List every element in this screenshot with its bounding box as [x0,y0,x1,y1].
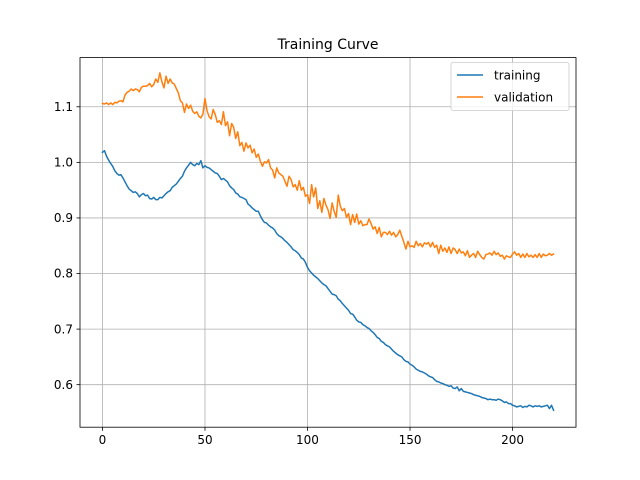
y-axis-ticks: 0.6 0.7 0.8 0.9 1.0 1.1 [54,100,80,392]
y-tick-label: 0.6 [54,378,73,392]
y-tick-label: 0.9 [54,211,73,225]
x-tick-label: 100 [296,433,319,447]
series-layer [101,72,555,412]
series-line-validation [101,72,555,260]
y-tick-label: 0.7 [54,322,73,336]
series-line-training [101,149,555,412]
legend-label-training: training [494,69,541,83]
x-tick-label: 200 [501,433,524,447]
y-tick-label: 1.0 [54,156,73,170]
y-tick-label: 1.1 [54,100,73,114]
x-tick-label: 150 [399,433,422,447]
chart-title: Training Curve [277,37,379,53]
x-tick-label: 50 [197,433,212,447]
legend: training validation [450,62,570,111]
x-tick-label: 0 [99,433,107,447]
x-axis-ticks: 0 50 100 150 200 [99,427,524,447]
y-tick-label: 0.8 [54,267,73,281]
plot-frame [79,57,577,428]
legend-label-validation: validation [494,91,553,105]
